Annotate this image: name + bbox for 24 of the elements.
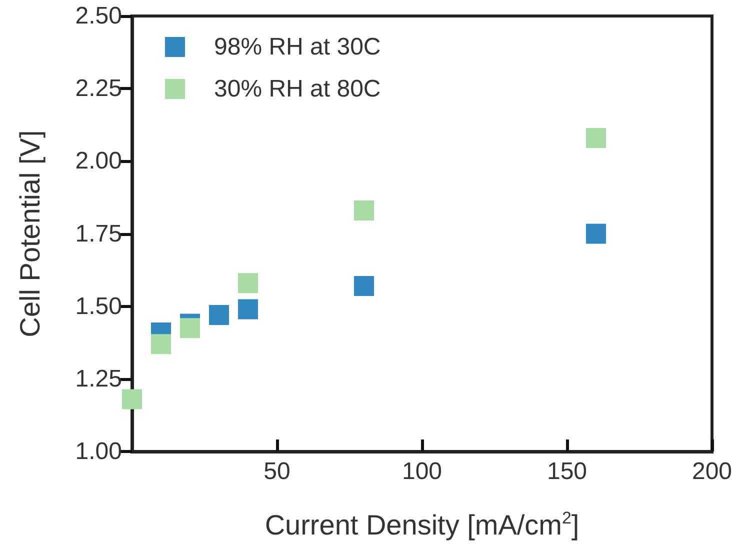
point [354, 276, 374, 296]
y-tick-label: 2.00 [75, 148, 122, 175]
legend-label: 30% RH at 80C [214, 76, 381, 102]
point [238, 299, 258, 320]
x-tick-label: 100 [402, 458, 442, 485]
y-tick-label: 1.50 [75, 292, 122, 320]
point [586, 128, 606, 148]
legend-label: 98% RH at 30C [214, 34, 381, 60]
point [151, 334, 171, 354]
x-tick-label: 150 [546, 458, 588, 485]
point [354, 200, 374, 221]
x-tick-label: 50 [264, 458, 290, 485]
y-tick-label: 2.50 [75, 2, 122, 30]
point [209, 305, 229, 326]
point [238, 273, 258, 294]
y-axis-title: Cell Potential [V] [14, 130, 46, 338]
point [586, 224, 606, 244]
point [122, 389, 142, 410]
y-tick-label: 1.75 [75, 220, 122, 248]
y-tick-label: 1.00 [75, 438, 122, 465]
y-tick-label: 2.25 [75, 75, 122, 102]
point [180, 318, 200, 338]
y-tick-label: 1.25 [75, 365, 122, 392]
x-tick-label: 200 [692, 458, 732, 485]
